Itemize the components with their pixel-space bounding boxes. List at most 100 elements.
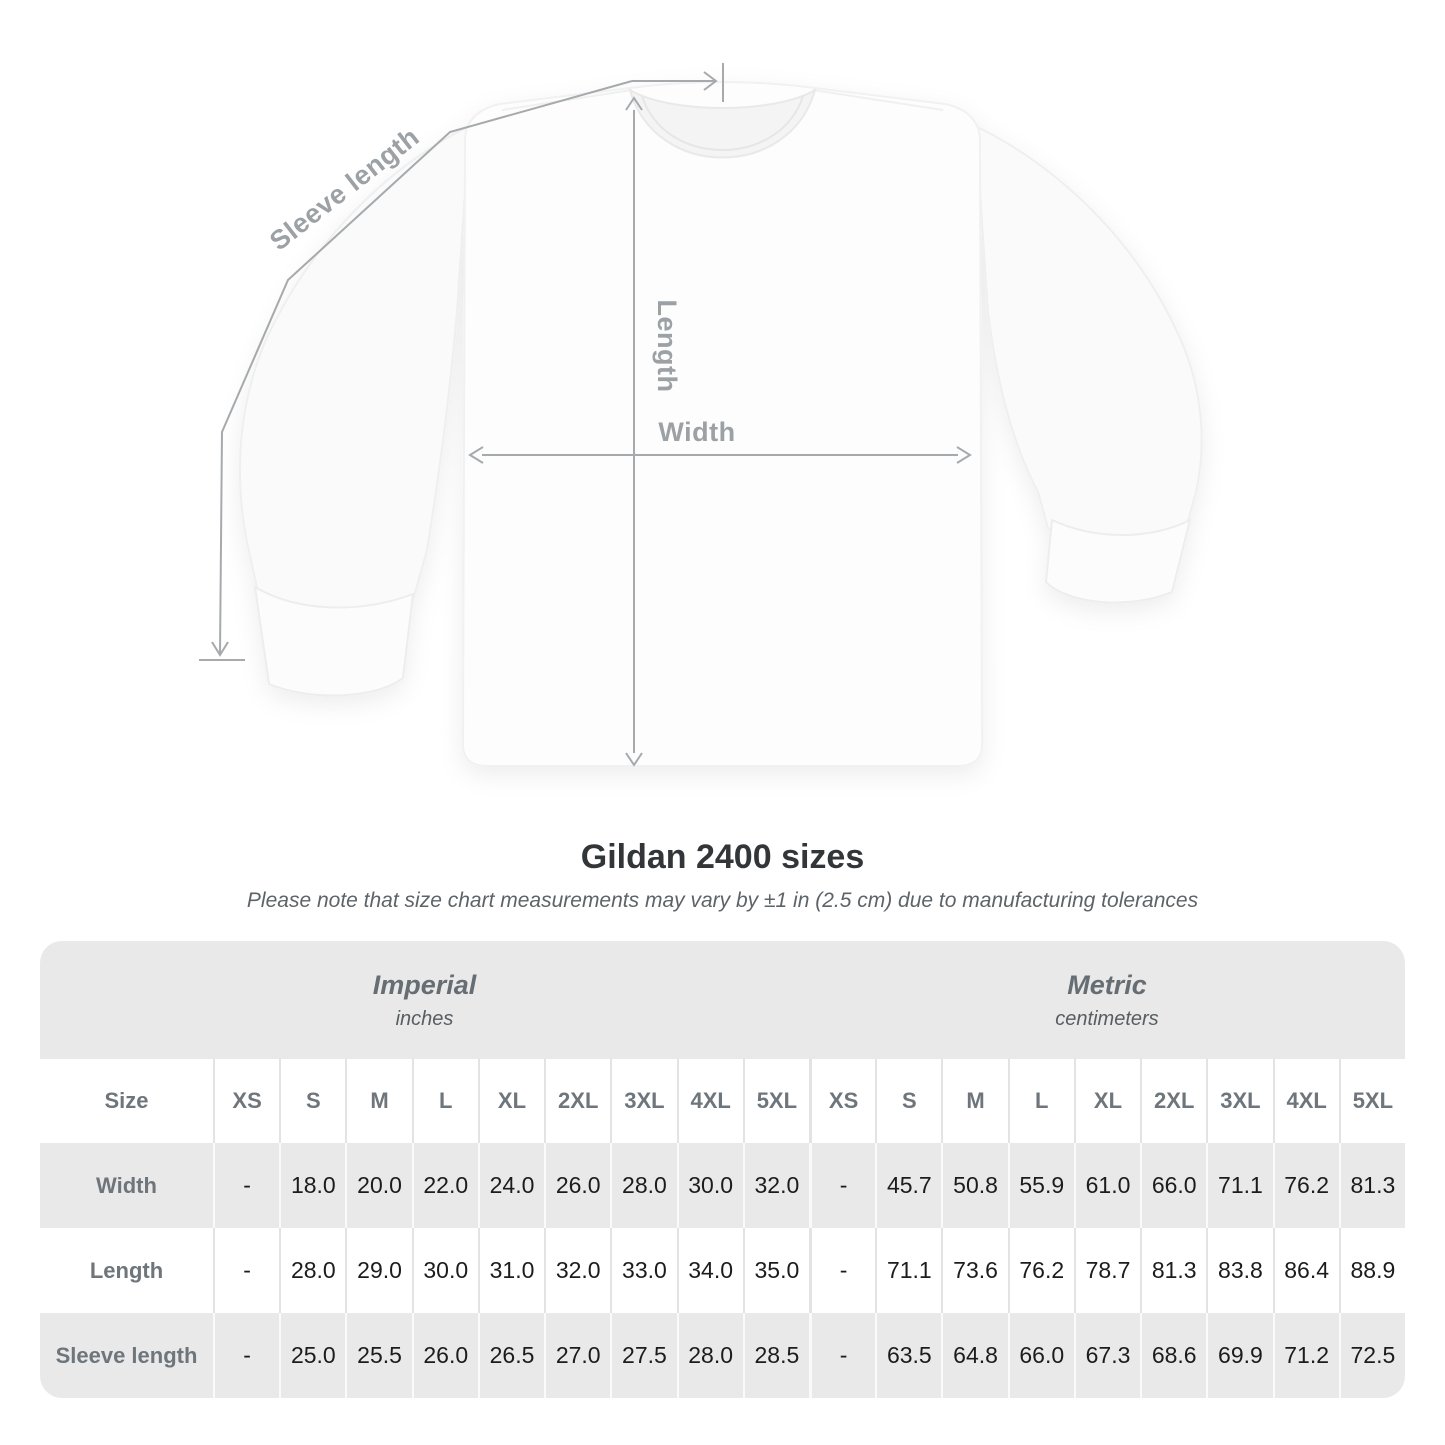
imperial-unit-band: Imperial inches <box>40 941 809 1059</box>
length-metric-m: 73.6 <box>941 1228 1008 1313</box>
row-label-length: Length <box>40 1228 213 1313</box>
size-col-header-imperial-4xl: 4XL <box>676 1059 743 1143</box>
sleeve-length-imperial-l: 26.0 <box>411 1313 478 1398</box>
size-col-header-imperial-2xl: 2XL <box>544 1059 611 1143</box>
row-label-width: Width <box>40 1143 213 1228</box>
size-col-header-imperial-l: L <box>411 1059 478 1143</box>
width-imperial-s: 18.0 <box>279 1143 346 1228</box>
size-col-header-metric-2xl: 2XL <box>1140 1059 1207 1143</box>
left-cuff <box>253 585 415 697</box>
sleeve-length-metric-l: 66.0 <box>1007 1313 1074 1398</box>
shirt-measurement-diagram: Sleeve length Length Width <box>199 63 1203 767</box>
metric-unit-band: Metric centimeters <box>808 941 1405 1059</box>
sleeve-length-metric-3xl: 69.9 <box>1206 1313 1273 1398</box>
length-metric-l: 76.2 <box>1007 1228 1074 1313</box>
sleeve-length-imperial-s: 25.0 <box>279 1313 346 1398</box>
size-col-header-imperial-xs: XS <box>213 1059 280 1143</box>
length-imperial-l: 30.0 <box>411 1228 478 1313</box>
size-col-header-metric-xl: XL <box>1073 1059 1141 1143</box>
metric-band-unit: centimeters <box>1055 1007 1159 1030</box>
length-metric-s: 71.1 <box>875 1228 942 1313</box>
collar-inner-seam <box>641 95 804 151</box>
sleeve-length-imperial-4xl: 28.0 <box>676 1313 743 1398</box>
right-sleeve <box>949 114 1203 545</box>
length-metric-4xl: 86.4 <box>1272 1228 1339 1313</box>
sleeve-length-imperial-5xl: 28.5 <box>742 1313 809 1398</box>
length-arrow <box>625 96 643 767</box>
width-metric-2xl: 66.0 <box>1140 1143 1207 1228</box>
sleeve-length-metric-s: 63.5 <box>875 1313 942 1398</box>
length-imperial-3xl: 33.0 <box>610 1228 677 1313</box>
size-col-header-metric-4xl: 4XL <box>1272 1059 1339 1143</box>
sleeve-length-imperial-m: 25.5 <box>345 1313 412 1398</box>
width-imperial-l: 22.0 <box>411 1143 478 1228</box>
sleeve-length-imperial-xs: - <box>213 1313 280 1398</box>
length-imperial-xs: - <box>213 1228 280 1313</box>
width-metric-xl: 61.0 <box>1073 1143 1141 1228</box>
sleeve-length-metric-4xl: 71.2 <box>1272 1313 1339 1398</box>
imperial-band-title: Imperial <box>372 969 477 1000</box>
size-col-header-metric-xs: XS <box>808 1059 876 1143</box>
row-label-sleeve-length: Sleeve length <box>40 1313 213 1398</box>
width-imperial-m: 20.0 <box>345 1143 412 1228</box>
length-metric-5xl: 88.9 <box>1338 1228 1405 1313</box>
right-cuff <box>1044 518 1192 604</box>
sleeve-length-metric-xl: 67.3 <box>1073 1313 1141 1398</box>
size-col-header-metric-s: S <box>875 1059 942 1143</box>
size-col-header-metric-5xl: 5XL <box>1338 1059 1405 1143</box>
width-imperial-xs: - <box>213 1143 280 1228</box>
sleeve-length-metric-2xl: 68.6 <box>1140 1313 1207 1398</box>
shirt-body <box>461 81 984 767</box>
imperial-band-unit: inches <box>395 1007 454 1030</box>
length-imperial-s: 28.0 <box>279 1228 346 1313</box>
width-imperial-xl: 24.0 <box>477 1143 545 1228</box>
width-metric-4xl: 76.2 <box>1272 1143 1339 1228</box>
sleeve-length-metric-m: 64.8 <box>941 1313 1008 1398</box>
sleeve-length-imperial-xl: 26.5 <box>477 1313 545 1398</box>
size-col-header-imperial-s: S <box>279 1059 346 1143</box>
length-imperial-xl: 31.0 <box>477 1228 545 1313</box>
length-imperial-2xl: 32.0 <box>544 1228 611 1313</box>
shirt-diagram-canvas: Sleeve length Length Width <box>199 63 1203 767</box>
width-imperial-3xl: 28.0 <box>610 1143 677 1228</box>
sleeve-length-metric-xs: - <box>808 1313 876 1398</box>
long-sleeve-shirt-illustration <box>238 81 1203 767</box>
size-col-header-imperial-m: M <box>345 1059 412 1143</box>
sleeve-length-imperial-2xl: 27.0 <box>544 1313 611 1398</box>
length-label: Length <box>652 300 682 393</box>
length-imperial-m: 29.0 <box>345 1228 412 1313</box>
length-metric-xs: - <box>808 1228 876 1313</box>
size-col-header-metric-l: L <box>1007 1059 1074 1143</box>
collar <box>628 87 817 159</box>
sleeve-length-metric-5xl: 72.5 <box>1338 1313 1405 1398</box>
size-col-header-imperial-xl: XL <box>477 1059 545 1143</box>
width-metric-3xl: 71.1 <box>1206 1143 1273 1228</box>
length-imperial-5xl: 35.0 <box>742 1228 809 1313</box>
size-header-cell: Size <box>40 1059 213 1143</box>
size-col-header-metric-m: M <box>941 1059 1008 1143</box>
width-metric-5xl: 81.3 <box>1338 1143 1405 1228</box>
length-metric-2xl: 81.3 <box>1140 1228 1207 1313</box>
width-label: Width <box>658 417 735 447</box>
width-metric-s: 45.7 <box>875 1143 942 1228</box>
size-col-header-imperial-3xl: 3XL <box>610 1059 677 1143</box>
length-metric-xl: 78.7 <box>1073 1228 1141 1313</box>
width-metric-m: 50.8 <box>941 1143 1008 1228</box>
size-table: Imperial inches Metric centimeters Size X… <box>40 941 1405 1398</box>
sleeve-length-arrow <box>199 63 724 661</box>
metric-band-title: Metric <box>1067 969 1147 1000</box>
length-metric-3xl: 83.8 <box>1206 1228 1273 1313</box>
width-imperial-2xl: 26.0 <box>544 1143 611 1228</box>
width-imperial-4xl: 30.0 <box>676 1143 743 1228</box>
width-metric-xs: - <box>808 1143 876 1228</box>
width-metric-l: 55.9 <box>1007 1143 1074 1228</box>
tolerance-note: Please note that size chart measurements… <box>246 889 1199 912</box>
sleeve-length-imperial-3xl: 27.5 <box>610 1313 677 1398</box>
length-imperial-4xl: 34.0 <box>676 1228 743 1313</box>
width-arrow <box>468 446 972 464</box>
page-title: Gildan 2400 sizes <box>580 838 865 876</box>
size-col-header-metric-3xl: 3XL <box>1206 1059 1273 1143</box>
size-col-header-imperial-5xl: 5XL <box>742 1059 809 1143</box>
width-imperial-5xl: 32.0 <box>742 1143 809 1228</box>
